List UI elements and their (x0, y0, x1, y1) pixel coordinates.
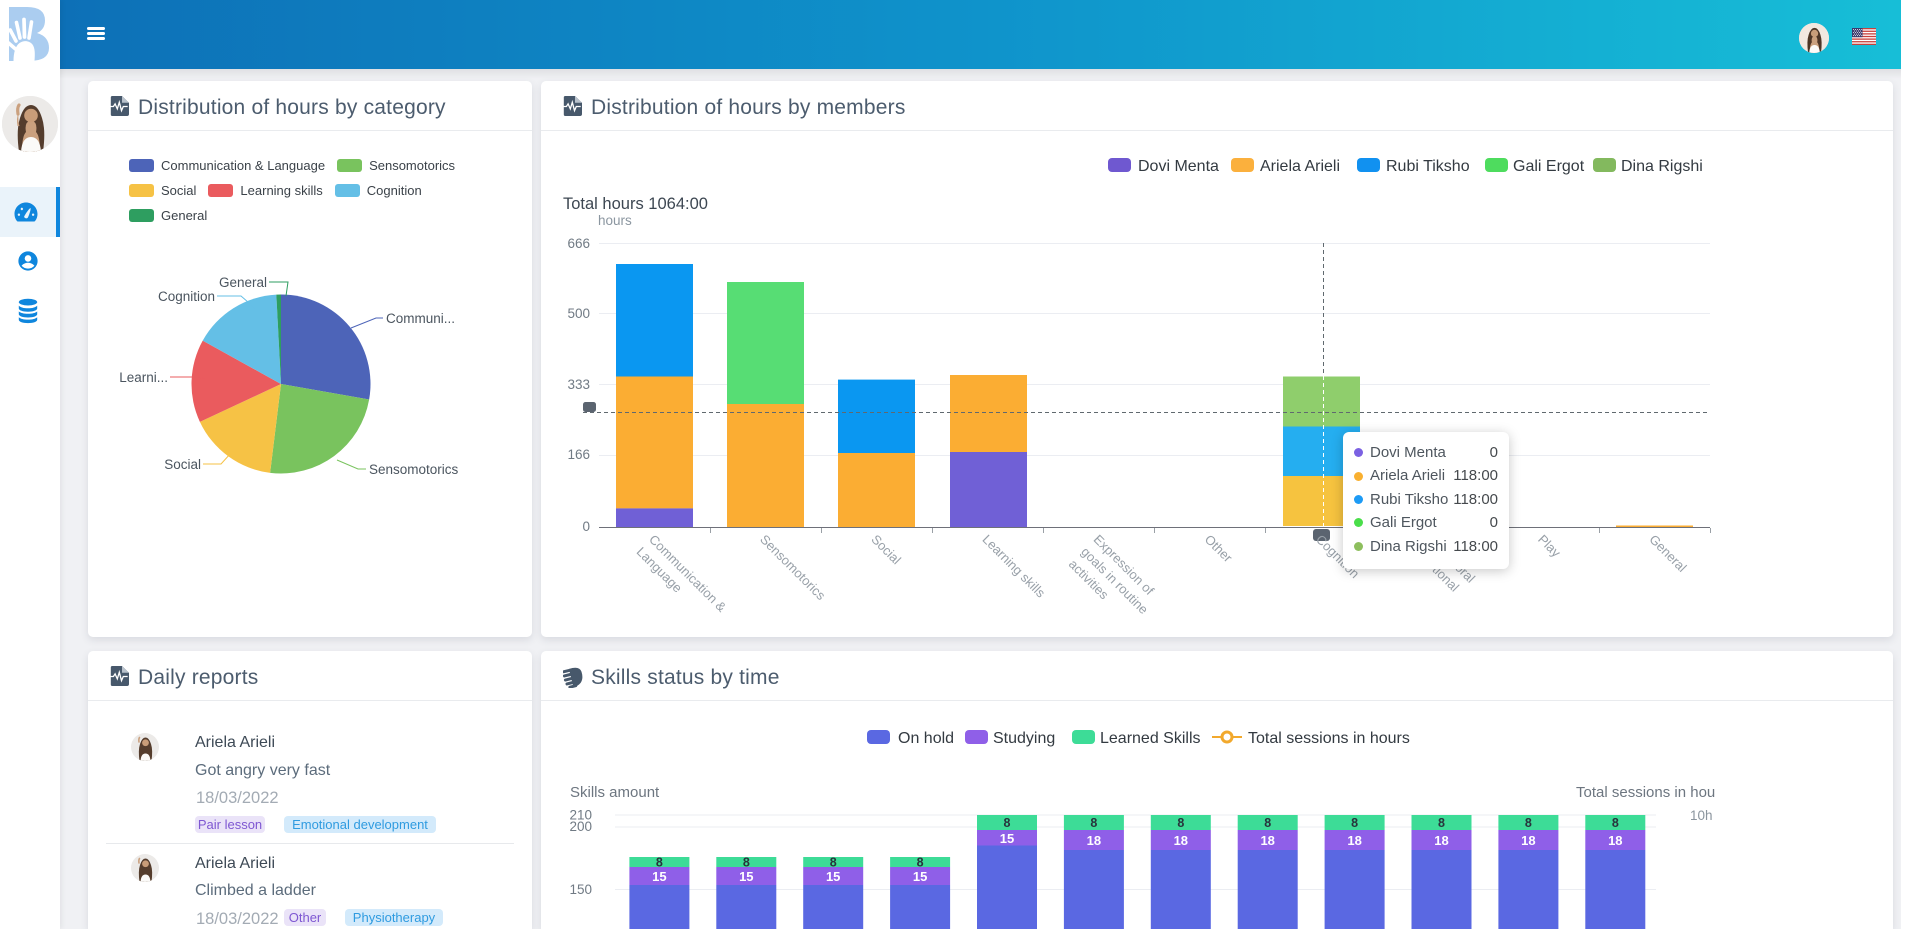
svg-text:333: 333 (567, 377, 590, 392)
svg-text:15: 15 (913, 869, 927, 884)
svg-text:500: 500 (567, 306, 590, 321)
svg-text:15: 15 (652, 869, 666, 884)
svg-text:On hold: On hold (898, 730, 954, 747)
svg-text:150: 150 (569, 882, 592, 897)
svg-text:210: 210 (569, 808, 592, 823)
svg-text:General: General (1646, 532, 1689, 575)
svg-text:0: 0 (582, 519, 590, 534)
svg-text:8: 8 (830, 856, 837, 870)
svg-text:Cognition: Cognition (158, 289, 215, 304)
svg-text:666: 666 (567, 236, 590, 251)
svg-text:8: 8 (656, 856, 663, 870)
svg-text:8: 8 (743, 856, 750, 870)
svg-text:18: 18 (1087, 833, 1101, 848)
svg-text:18: 18 (1260, 833, 1274, 848)
svg-text:8: 8 (1351, 816, 1358, 830)
svg-text:8: 8 (1438, 816, 1445, 830)
svg-text:15: 15 (1000, 831, 1014, 846)
svg-text:Total sessions in hours: Total sessions in hours (1248, 730, 1410, 747)
svg-text:15: 15 (739, 869, 753, 884)
svg-text:Ariela Arieli: Ariela Arieli (1260, 158, 1340, 175)
svg-text:Sensomotorics: Sensomotorics (757, 532, 829, 604)
svg-text:Communi...: Communi... (386, 311, 455, 326)
svg-text:hours: hours (598, 213, 632, 228)
svg-text:200: 200 (569, 819, 592, 834)
svg-text:Dina Rigshi: Dina Rigshi (1621, 158, 1703, 175)
svg-text:18: 18 (1608, 833, 1622, 848)
svg-text:Learni...: Learni... (119, 370, 168, 385)
svg-text:Sensomotorics: Sensomotorics (369, 462, 459, 477)
svg-text:Social: Social (164, 457, 201, 472)
svg-text:Rubi Tiksho: Rubi Tiksho (1386, 158, 1470, 175)
svg-text:Dovi Menta: Dovi Menta (1138, 158, 1219, 175)
svg-text:18: 18 (1521, 833, 1535, 848)
svg-text:Total hours 1064:00: Total hours 1064:00 (563, 195, 708, 213)
svg-text:Learned Skills: Learned Skills (1100, 730, 1201, 747)
svg-text:General: General (219, 275, 267, 290)
svg-text:Gali Ergot: Gali Ergot (1513, 158, 1585, 175)
svg-text:18: 18 (1347, 833, 1361, 848)
svg-text:Learning skills: Learning skills (979, 532, 1048, 601)
svg-text:8: 8 (1177, 816, 1184, 830)
svg-text:Studying: Studying (993, 730, 1055, 747)
svg-text:Total sessions in hou: Total sessions in hou (1576, 784, 1715, 801)
svg-text:18: 18 (1434, 833, 1448, 848)
svg-text:8: 8 (1004, 816, 1011, 830)
svg-text:8: 8 (1090, 816, 1097, 830)
svg-text:15: 15 (826, 869, 840, 884)
svg-text:Skills amount: Skills amount (570, 784, 660, 801)
svg-text:10h: 10h (1690, 808, 1713, 823)
svg-text:Social: Social (868, 532, 904, 568)
svg-text:8: 8 (1612, 816, 1619, 830)
svg-text:18: 18 (1174, 833, 1188, 848)
svg-text:8: 8 (917, 856, 924, 870)
svg-text:8: 8 (1264, 816, 1271, 830)
svg-text:Other: Other (1202, 532, 1236, 566)
svg-text:166: 166 (567, 447, 590, 462)
svg-text:Play: Play (1535, 532, 1564, 561)
svg-text:8: 8 (1525, 816, 1532, 830)
